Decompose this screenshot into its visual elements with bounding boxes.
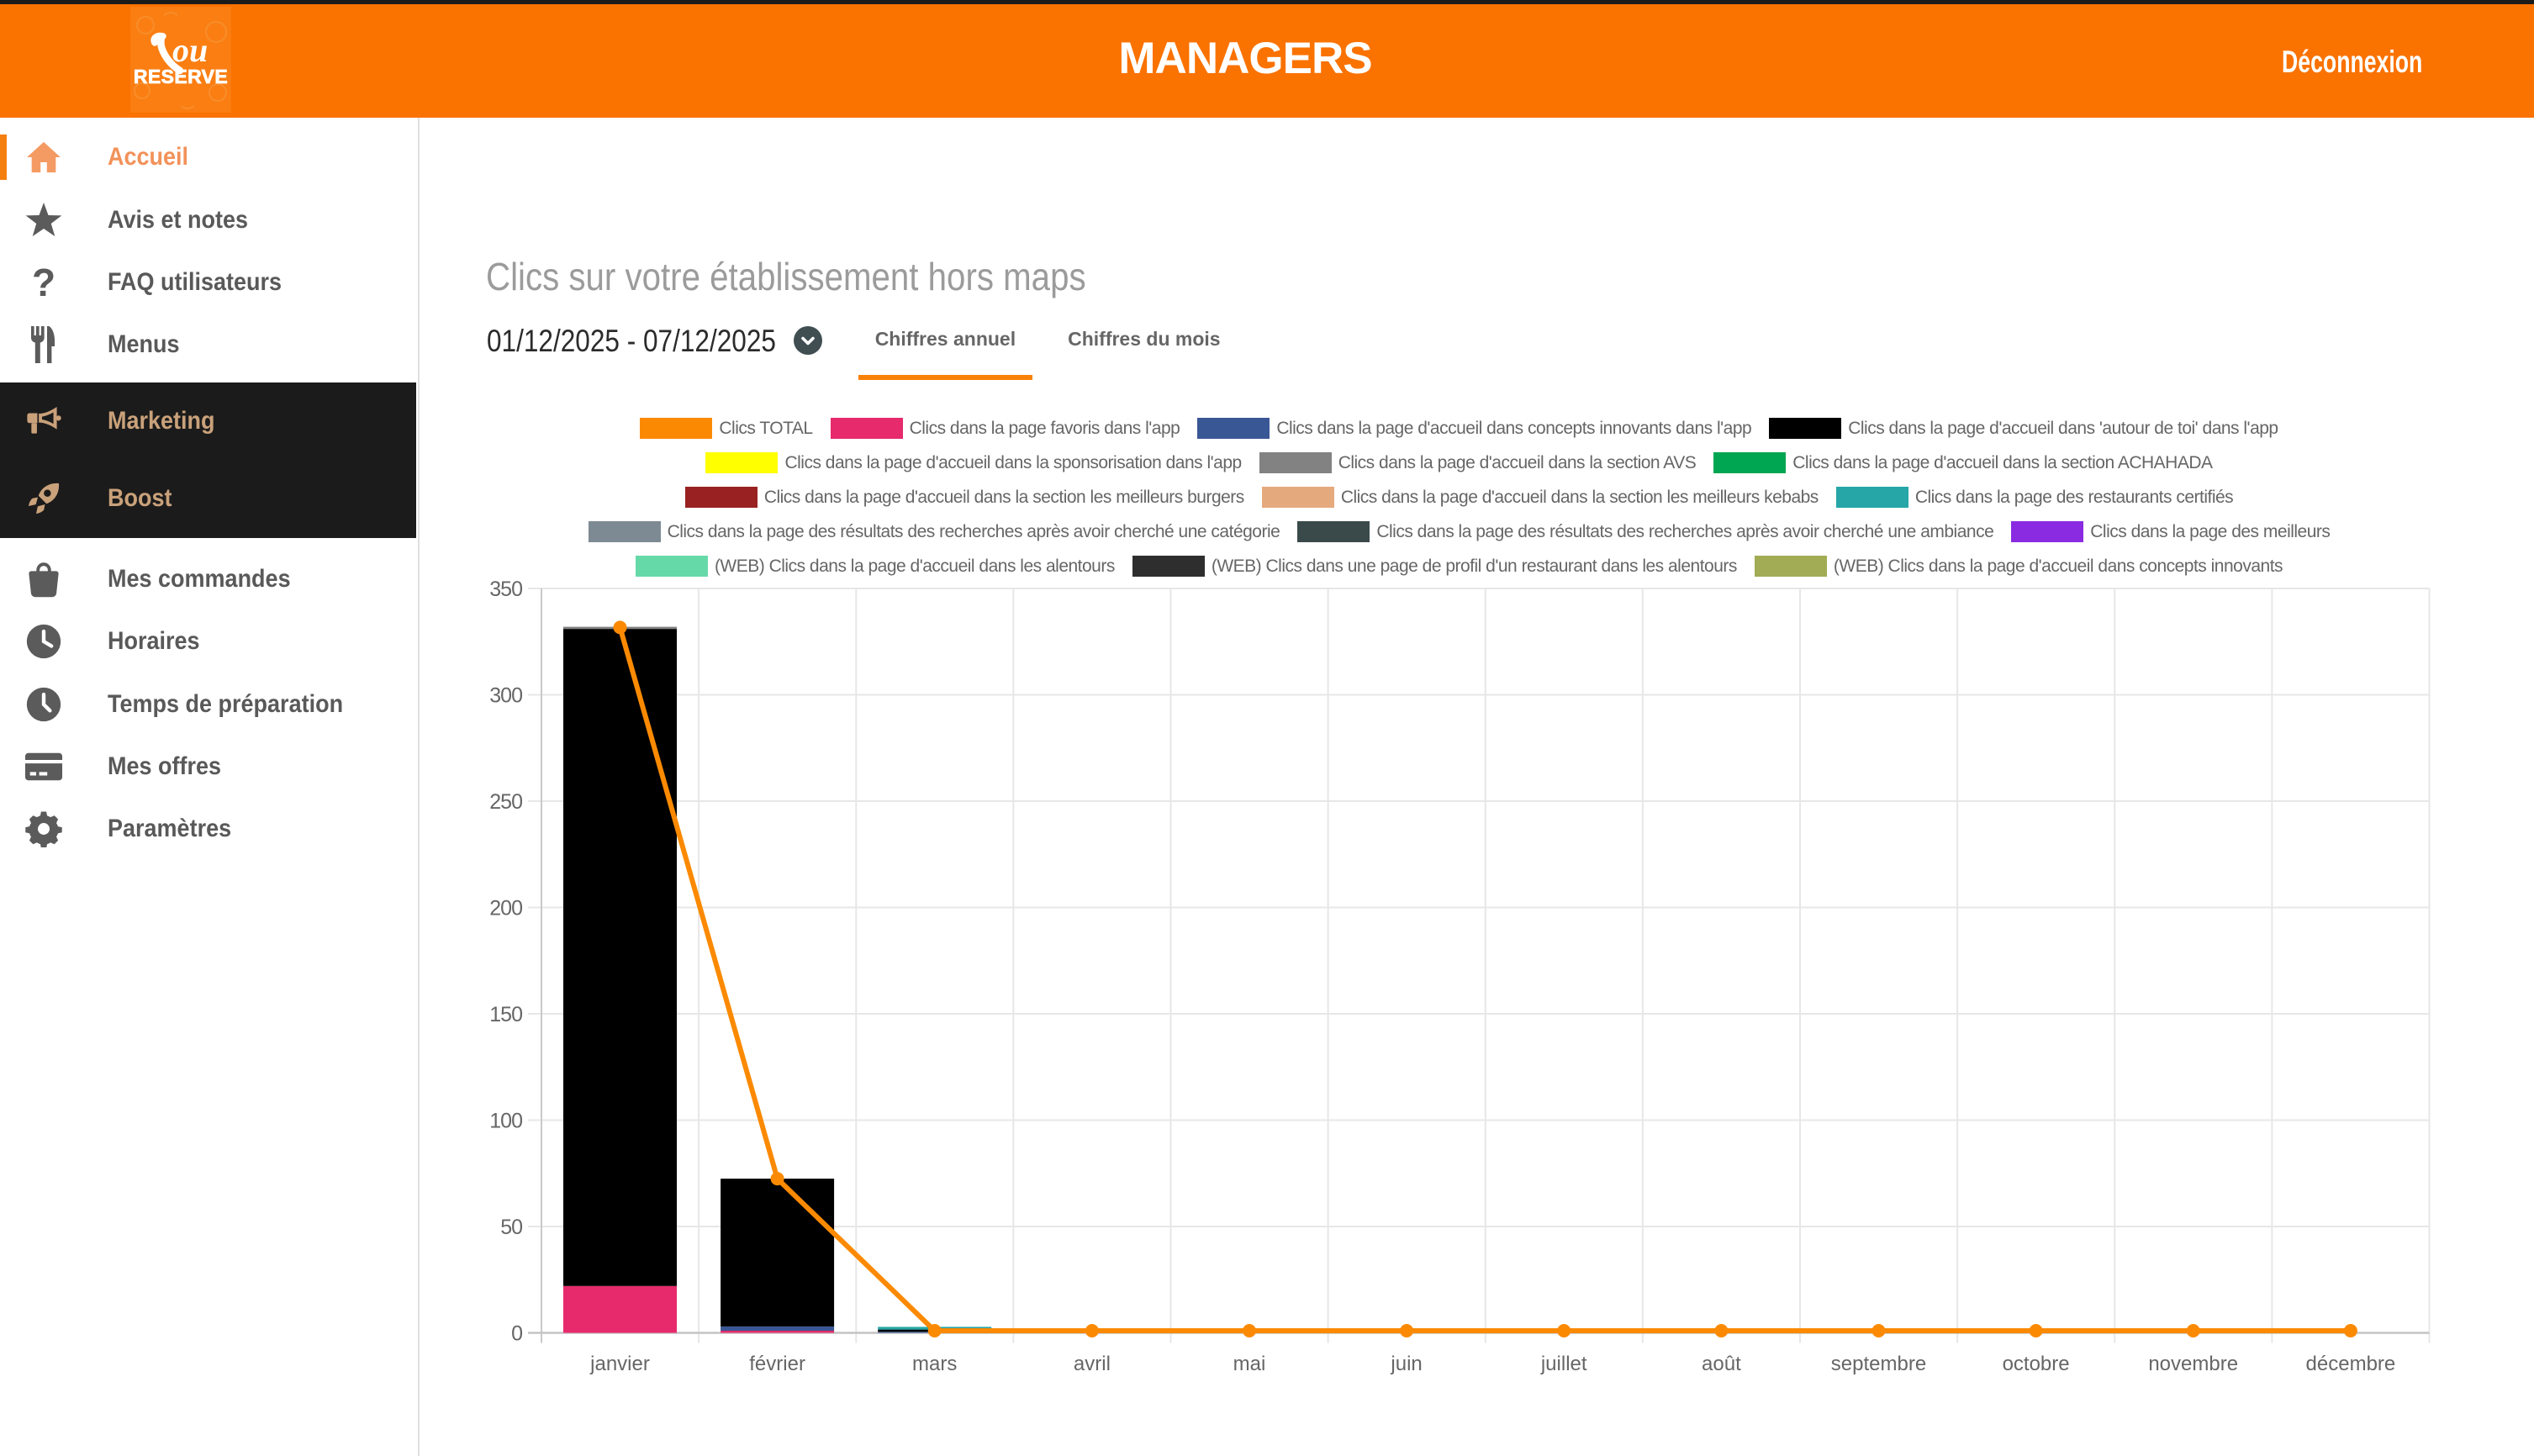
svg-text:mars: mars (912, 1353, 957, 1375)
svg-text:février: février (749, 1353, 805, 1375)
svg-text:ou: ou (172, 31, 208, 69)
svg-text:RESERVE: RESERVE (134, 66, 228, 87)
svg-text:150: 150 (489, 1003, 522, 1026)
svg-text:novembre: novembre (2148, 1353, 2238, 1375)
svg-text:août: août (1702, 1353, 1741, 1375)
svg-text:0: 0 (511, 1322, 522, 1346)
svg-text:50: 50 (500, 1216, 522, 1239)
svg-text:décembre: décembre (2306, 1353, 2396, 1375)
svg-text:350: 350 (489, 578, 522, 601)
svg-text:juillet: juillet (1540, 1353, 1587, 1375)
svg-text:250: 250 (489, 790, 522, 814)
svg-text:juin: juin (1390, 1353, 1422, 1375)
svg-text:100: 100 (489, 1110, 522, 1133)
svg-text:octobre: octobre (2003, 1353, 2070, 1375)
svg-text:300: 300 (489, 684, 522, 708)
svg-text:janvier: janvier (589, 1353, 650, 1375)
svg-text:mai: mai (1233, 1353, 1266, 1375)
svg-text:200: 200 (489, 897, 522, 921)
svg-text:avril: avril (1074, 1353, 1111, 1375)
svg-text:septembre: septembre (1831, 1353, 1926, 1375)
